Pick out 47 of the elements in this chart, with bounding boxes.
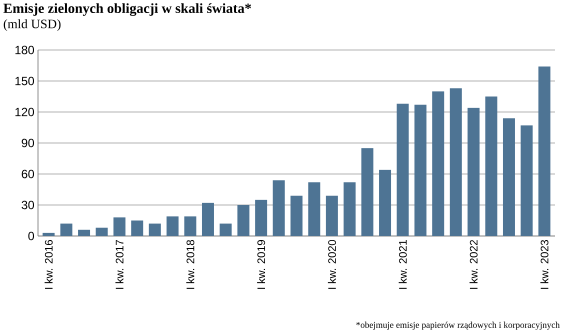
- y-tick-label: 150: [15, 76, 34, 86]
- bar: [361, 148, 374, 236]
- bar: [42, 232, 55, 236]
- bar: [255, 200, 268, 236]
- bar: [78, 230, 90, 236]
- y-tick-label: 180: [15, 46, 34, 54]
- x-tick-label: I kw. 2019: [257, 240, 266, 289]
- bar: [432, 91, 444, 236]
- bar: [344, 182, 356, 236]
- x-tick-label: I kw. 2023: [540, 240, 548, 289]
- y-tick-label: 120: [15, 108, 34, 116]
- bar: [414, 104, 426, 236]
- bar: [468, 108, 480, 236]
- text: *obejmuje emisje papierów rządowych i korporacyjnych: [356, 322, 560, 330]
- y-tick-label: 60: [22, 170, 34, 178]
- bar: [326, 196, 338, 236]
- bar: [272, 180, 285, 236]
- x-tick-label: I kw. 2022: [470, 240, 478, 289]
- bar: [166, 216, 179, 236]
- bar: [202, 202, 214, 236]
- bar: [396, 104, 409, 236]
- bar: [502, 118, 515, 236]
- bar: [290, 196, 303, 236]
- y-tick-label: 0: [28, 232, 34, 240]
- bar: [450, 88, 462, 236]
- y-tick-label: 30: [22, 200, 34, 210]
- x-tick-label: I kw. 2017: [115, 240, 124, 289]
- bar: [520, 125, 533, 236]
- bar: [237, 205, 250, 236]
- bar: [220, 224, 232, 236]
- bar: [60, 224, 72, 236]
- bar: [148, 224, 161, 236]
- bar: [113, 217, 126, 236]
- bar: [184, 216, 196, 236]
- chart-subtitle: (mld USD): [4, 19, 61, 31]
- bar: [379, 170, 392, 236]
- x-tick-label: I kw. 2016: [44, 240, 53, 289]
- chart-title: Emisje zielonych obligacji w skali świata*: [3, 3, 251, 16]
- bar: [131, 220, 144, 236]
- bar: [96, 228, 108, 236]
- x-tick-label: I kw. 2021: [398, 240, 407, 289]
- y-tick-label: 90: [22, 138, 34, 148]
- x-tick-label: I kw. 2020: [328, 240, 336, 289]
- bar: [538, 66, 550, 236]
- bar: [308, 182, 320, 236]
- bar: [485, 96, 498, 236]
- x-tick-label: I kw. 2018: [186, 240, 194, 289]
